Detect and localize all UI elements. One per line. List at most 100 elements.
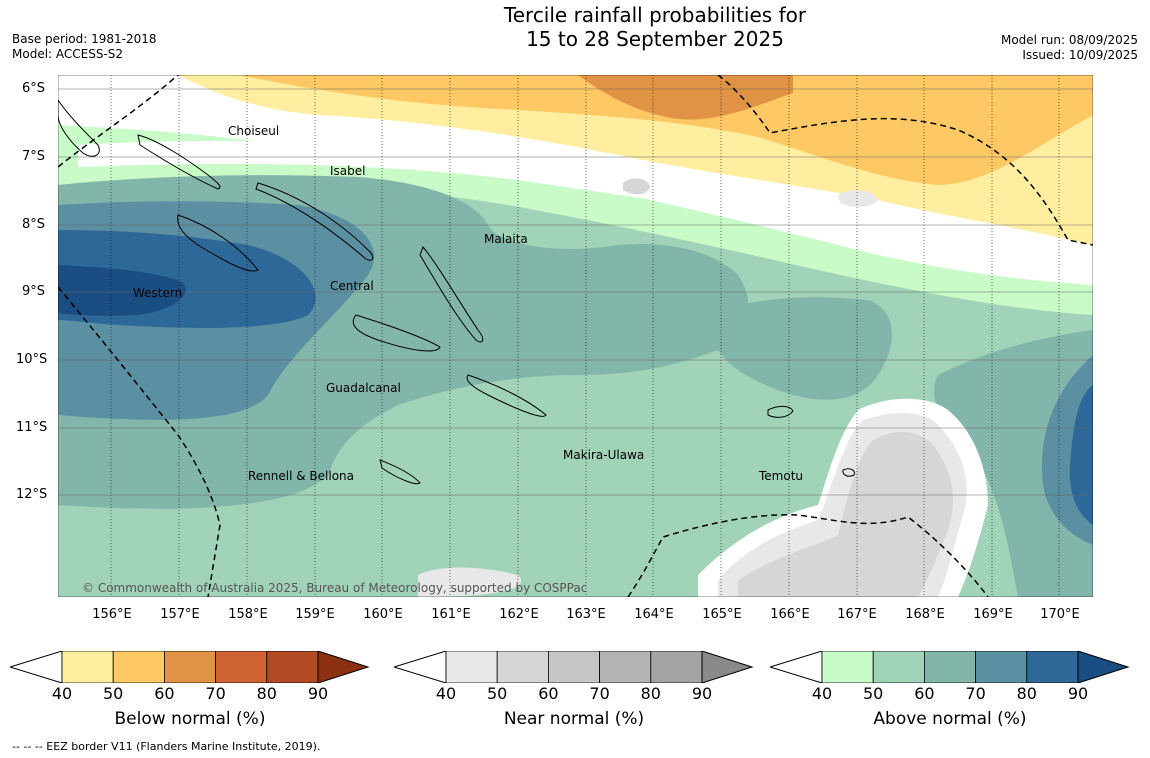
colorbar-above-normal [770,651,1130,683]
colorbar-tick: 70 [589,684,610,703]
above-normal-40-zone [58,125,1093,315]
lon-label-166e: 166°E [770,607,810,622]
rainfall-map: Choiseul Isabel Malaita Western Central … [58,75,1093,597]
colorbar-segment [445,651,498,683]
lat-label-12s: 12°S [16,487,48,502]
region-label-temotu: Temotu [758,469,803,483]
colorbar-segment [547,651,600,683]
island-outlines [58,99,855,485]
colorbar-segment [1026,651,1079,683]
colorbar-above-low-arrow [770,651,823,683]
colorbar-below-normal [10,651,370,683]
colorbar-tick: 40 [811,684,833,703]
issued-date: Issued: 10/09/2025 [1022,48,1138,62]
lon-label-156e: 156°E [92,607,132,622]
region-label-rennell-bellona: Rennell & Bellona [248,469,354,483]
lon-label-163e: 163°E [566,607,606,622]
colorbar-tick: 70 [205,684,226,703]
colorbar-segment [872,651,925,683]
colorbar-tick: 60 [154,684,175,703]
chart-title: Tercile rainfall probabilities for 15 to… [375,3,935,51]
lon-label-157e: 157°E [160,607,200,622]
colorbar-segment [163,651,216,683]
colorbar-segment [650,651,703,683]
colorbar-tick: 40 [435,684,457,703]
colorbar-near-label: Near normal (%) [503,709,645,729]
colorbar-above-label: Above normal (%) [873,709,1027,729]
region-label-western: Western [133,286,182,300]
lat-label-7s: 7°S [22,149,46,164]
island-isabel [255,182,374,261]
colorbar-tick: 90 [691,684,713,703]
colorbar-below-low-arrow [10,651,63,683]
island-guadalcanal [352,314,441,352]
near-normal-spot-2 [838,190,878,207]
colorbar-segment [496,651,549,683]
lat-label-6s: 6°S [22,81,46,96]
colorbar-tick: 50 [487,684,508,703]
lat-label-10s: 10°S [16,352,48,367]
island-rennell [379,459,421,485]
lon-label-162e: 162°E [499,607,539,622]
lon-label-159e: 159°E [295,607,335,622]
colorbar-segment [599,651,652,683]
colorbar-tick: 70 [965,684,986,703]
colorbar-tick: 90 [307,684,329,703]
colorbar-segment [61,651,114,683]
region-label-makira-ulawa: Makira-Ulawa [563,448,644,462]
colorbar-above-high-arrow [1077,651,1130,683]
lon-label-165e: 165°E [702,607,742,622]
colorbar-tick: 50 [103,684,124,703]
model-name: Model: ACCESS-S2 [12,47,124,61]
colorbar-tick: 80 [640,684,661,703]
colorbar-segment [821,651,874,683]
colorbar-segment [112,651,165,683]
island-malaita [419,246,484,343]
title-line-1: Tercile rainfall probabilities for [503,3,807,27]
grid-lines [110,75,1060,597]
island-temotu-1 [842,468,855,477]
region-label-central: Central [330,279,374,293]
near-normal-spot-3 [418,567,522,597]
lon-label-161e: 161°E [431,607,471,622]
colorbar-tick: 60 [914,684,935,703]
above-normal-60-east [708,297,892,400]
island-new-georgia [177,214,259,272]
below-normal-60-zone [578,75,793,120]
colorbar-near-low-arrow [394,651,447,683]
island-makira [466,374,547,417]
eez-border [58,75,1093,597]
colorbar-near-normal [394,651,754,683]
lon-label-164e: 164°E [634,607,674,622]
island-bougainville [58,99,100,157]
lat-label-8s: 8°S [22,217,46,232]
region-label-malaita: Malaita [484,232,528,246]
region-label-guadalcanal: Guadalcanal [326,381,401,395]
above-normal-90-zone [58,265,186,316]
colorbar-tick: 60 [538,684,559,703]
lat-label-9s: 9°S [22,284,46,299]
lon-label-170e: 170°E [1040,607,1080,622]
colorbar-tick: 50 [863,684,884,703]
eez-footnote: -- -- -- EEZ border V11 (Flanders Marine… [12,740,321,753]
colorbar-segment [266,651,319,683]
colorbar-below-label: Below normal (%) [114,709,266,729]
colorbar-tick: 90 [1067,684,1089,703]
colorbar-below-high-arrow [317,651,370,683]
region-label-choiseul: Choiseul [228,124,279,138]
near-normal-spot-1 [623,178,650,195]
title-line-2: 15 to 28 September 2025 [526,27,784,51]
island-choiseul [137,134,221,190]
lat-lines [58,88,1093,496]
near-normal-50-zone [738,431,953,597]
lon-label-168e: 168°E [905,607,945,622]
island-santa-cruz [767,405,794,418]
colorbar-tick: 80 [256,684,277,703]
meta-right: Model run: 08/09/2025 Issued: 10/09/2025 [1001,33,1138,63]
colorbar-segment [923,651,976,683]
lon-label-167e: 167°E [837,607,877,622]
above-normal-80-east [1069,385,1093,525]
colorbar-segment [215,651,268,683]
copyright-notice: © Commonwealth of Australia 2025, Bureau… [82,581,587,595]
region-label-isabel: Isabel [330,164,365,178]
